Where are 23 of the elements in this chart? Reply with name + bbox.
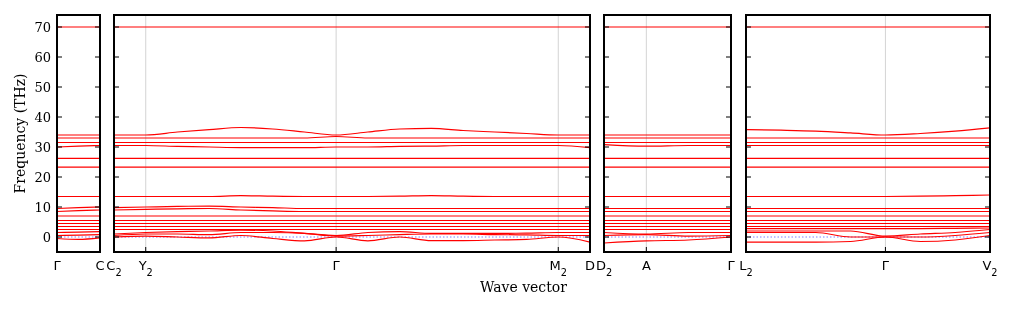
x-tick-label: L$_{2}$ bbox=[739, 258, 753, 278]
x-tick-label: Y$_{2}$ bbox=[137, 258, 153, 278]
x-tick-label: C$_{2}$ bbox=[106, 258, 122, 278]
y-tick-label: 70 bbox=[34, 19, 51, 35]
y-axis-title: Frequency (THz) bbox=[12, 73, 28, 194]
x-tick-label: C bbox=[95, 258, 105, 273]
x-tick-label: Γ bbox=[727, 258, 736, 273]
x-tick-label: D$_{2}$ bbox=[595, 258, 613, 278]
y-tick-label: 10 bbox=[34, 199, 51, 215]
x-tick-label: M$_{2}$ bbox=[549, 258, 567, 278]
x-tick-label: A bbox=[641, 258, 651, 273]
y-tick-label: 20 bbox=[34, 169, 51, 185]
x-tick-label: D bbox=[584, 258, 596, 273]
x-axis-title: Wave vector bbox=[480, 279, 568, 295]
y-tick-label: 40 bbox=[34, 109, 51, 125]
x-tick-label: Γ bbox=[881, 258, 890, 273]
y-tick-label: 0 bbox=[42, 229, 51, 245]
y-tick-label: 30 bbox=[34, 139, 51, 155]
y-tick-label: 60 bbox=[34, 49, 51, 65]
x-tick-label: V$_{2}$ bbox=[982, 258, 998, 278]
x-tick-label: Γ bbox=[332, 258, 341, 273]
x-tick-label: Γ bbox=[53, 258, 62, 273]
y-tick-label: 50 bbox=[34, 79, 51, 95]
